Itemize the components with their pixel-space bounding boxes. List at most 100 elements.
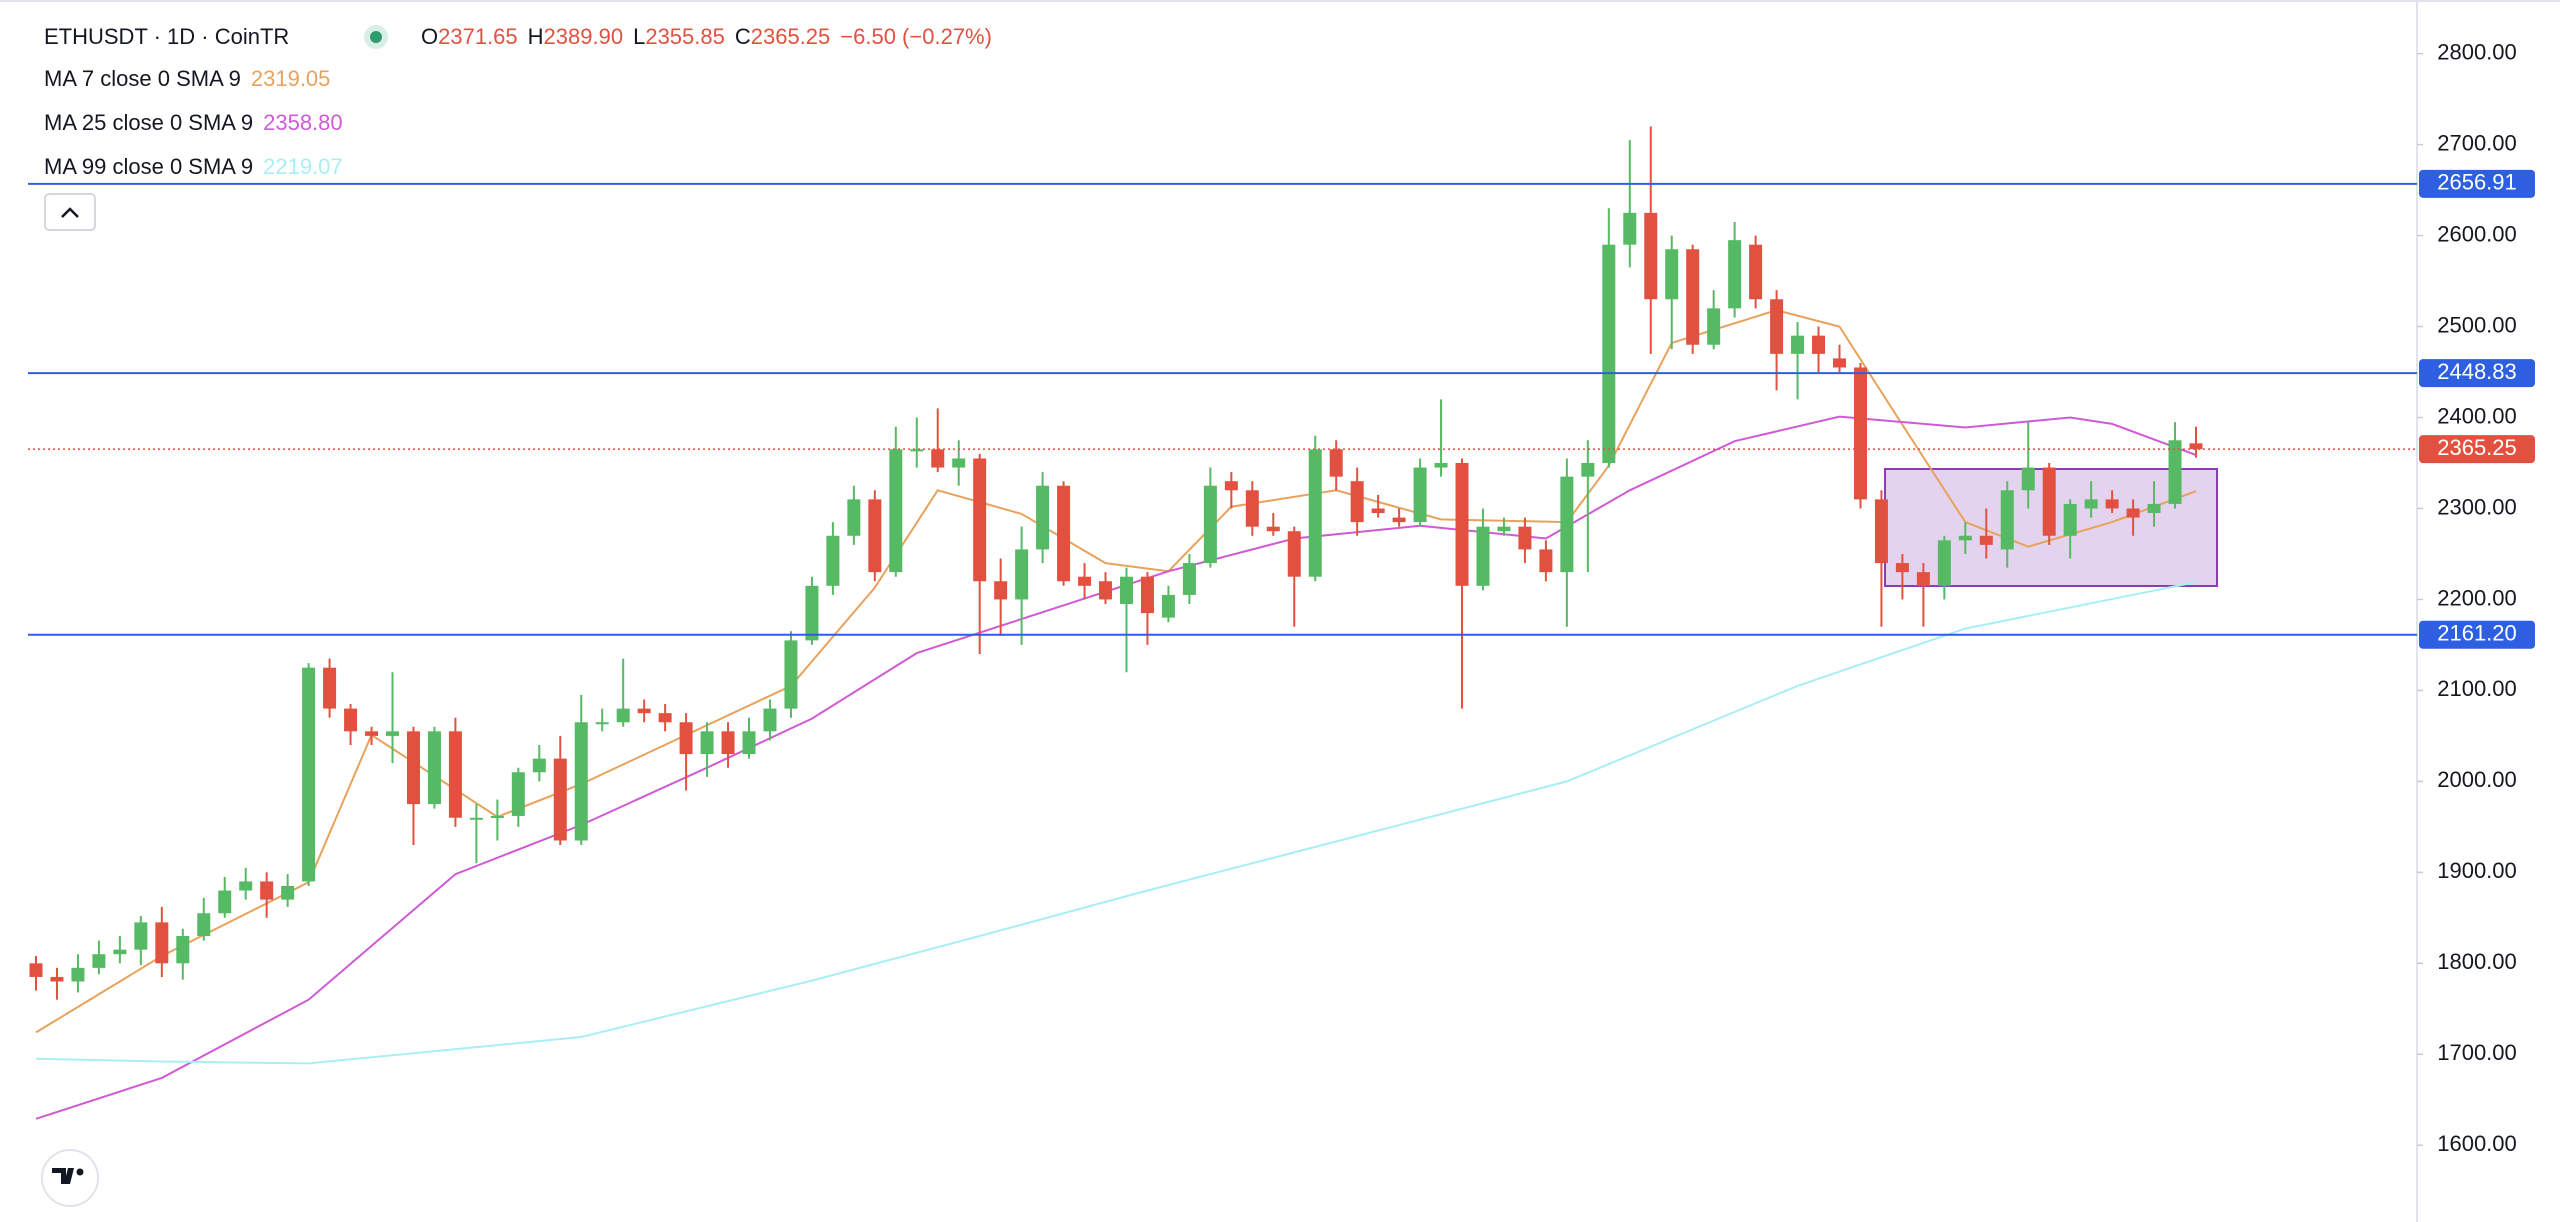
ma-line [35,309,2197,1034]
candle-body [2189,443,2203,450]
candle-body [1308,449,1322,577]
candle-body [868,499,882,573]
candle-body [155,922,169,964]
ma-line [35,581,2197,1065]
candle-body [71,967,85,982]
candle-body [658,713,672,723]
candle-body [910,449,924,452]
candle-body [1350,481,1364,523]
price-label: 2365.25 [2437,435,2517,460]
ohlc-value: 2389.90 [544,24,624,49]
candle-body [2105,499,2119,509]
ohlc-key: H [528,24,544,49]
candle-body [1916,572,1930,586]
y-tick-label: 1900.00 [2437,858,2517,883]
candle-body [113,949,127,955]
candle-body [1287,531,1301,577]
candle-body [1623,212,1637,245]
button-frame[interactable] [44,193,96,231]
candle-body [973,458,987,582]
candle-body [1203,485,1217,564]
candle-body [1455,463,1469,586]
candle-body [1832,358,1846,368]
candle-body [2168,440,2182,504]
candle-body [260,881,274,900]
candle-body [721,731,735,755]
candle-body [2063,503,2077,536]
ohlc-value: 2371.65 [438,24,518,49]
candle-body [1958,535,1972,541]
candle-body [2000,490,2014,550]
ohlc-value: 2355.85 [645,24,725,49]
candle-body [490,815,504,818]
ma-legend-bg [40,151,347,181]
candle-body [239,881,253,891]
candle-body [365,731,379,736]
ohlc-values: O2371.65 H2389.90 L2355.85 C2365.25 −6.50 (−… [421,24,992,49]
candle-body [1057,485,1071,582]
candle-body [553,758,567,841]
plot: 1600.00 1700.00 1800.00 1900.00 2000.00 2100.… [28,39,2517,1156]
candle-body [427,731,441,805]
candle-body [406,731,420,805]
collapse-button[interactable] [44,193,96,231]
candle-body [1770,299,1784,354]
candle-body [29,963,43,977]
candle-body [1497,526,1511,532]
y-tick-label: 2700.00 [2437,130,2517,155]
candle-body [1895,563,1909,573]
candle-body [784,640,798,709]
candle-body [595,722,609,725]
ma-value: 2358.80 [263,110,343,135]
symbol-title: ETHUSDT · 1D · CoinTR [44,24,289,49]
logo-dot [76,1168,84,1176]
candle-body [2084,499,2098,509]
ma-legend: MA 25 close 0 SMA 9 2358.80 [44,110,343,135]
candle-body [931,449,945,468]
candle-body [1853,367,1867,500]
candle-body [1413,467,1427,523]
candle-body [2126,508,2140,518]
price-label-box [2419,435,2535,464]
ma-line [35,415,2197,1120]
candle-body [1874,499,1888,564]
candle-body [448,731,462,818]
candle-body [386,731,400,736]
candle-body [994,581,1008,600]
candle-body [1518,526,1532,550]
candle-body [1099,581,1113,600]
status-dot [370,31,382,43]
candle-body [1476,526,1490,586]
candle-body [1665,249,1679,300]
ohlc-key: C [735,24,751,49]
legend: ETHUSDT · 1D · CoinTR O2371.65 H2389.90 L2… [44,24,992,49]
ma-legend: MA 7 close 0 SMA 9 2319.05 [44,66,330,91]
candle-body [700,731,714,755]
candle-body [742,731,756,755]
candle-body [1937,540,1951,586]
y-tick-label: 2600.00 [2437,221,2517,246]
ma-legend: MA 99 close 0 SMA 9 2219.07 [44,154,343,179]
candle-body [1560,476,1574,573]
candle-body [532,758,546,773]
price-label-box [2419,169,2535,198]
price-label-box [2419,359,2535,388]
candle-body [1581,463,1595,477]
tv-logo[interactable] [41,1149,99,1207]
candle-body [952,458,966,468]
chevron-icon [61,207,79,218]
candle-body [176,936,190,964]
ma-name: MA 99 close 0 SMA 9 [44,154,253,179]
price-label: 2161.20 [2437,621,2517,646]
candle-body [1161,594,1175,618]
candle-body [1686,249,1700,345]
candle-body [1371,508,1385,514]
candle-body [889,449,903,573]
candle-body [1036,485,1050,550]
ma-legend-bg [40,63,335,93]
candle-body [574,722,588,841]
candle-body [763,708,777,732]
y-tick-label: 2800.00 [2437,39,2517,64]
y-tick-label: 1700.00 [2437,1040,2517,1065]
